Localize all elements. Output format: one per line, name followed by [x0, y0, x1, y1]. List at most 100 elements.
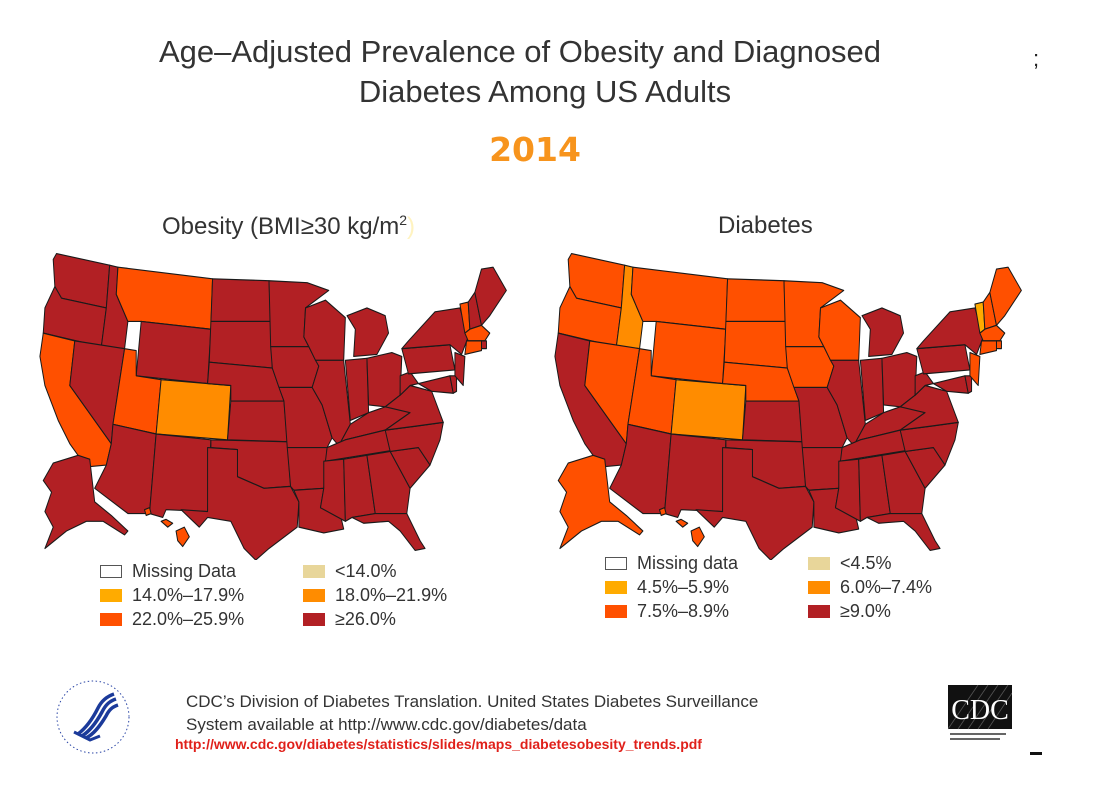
state-nd [210, 278, 272, 323]
state-ms [834, 458, 861, 522]
legend-label: 18.0%–21.9% [335, 584, 448, 605]
legend-item-c5: ≥9.0% [808, 600, 891, 622]
state-ct [464, 340, 482, 356]
legend-item-c4: 7.5%–8.9% [605, 600, 729, 622]
state-pa [401, 344, 456, 375]
state-mi [861, 307, 905, 357]
legend-swatch [605, 604, 627, 618]
state-nj [454, 351, 466, 387]
state-il [311, 359, 351, 447]
legend-item-c3: 6.0%–7.4% [808, 576, 932, 598]
legend-label: 7.5%–8.9% [637, 600, 730, 621]
legend-item-c3: 18.0%–21.9% [303, 584, 447, 606]
obesity-map-title: Obesity (BMI≥30 kg/m2) [162, 212, 415, 241]
legend-item-c5: ≥26.0% [303, 608, 396, 630]
legend-label: Missing Data [132, 560, 237, 581]
source-line-1: CDC’s Division of Diabetes Translation. … [186, 692, 759, 711]
legend-swatch [808, 556, 830, 570]
stray-glyph: ; [1033, 46, 1040, 71]
legend-swatch [808, 580, 830, 594]
state-tx [695, 446, 815, 560]
state-pa [916, 344, 971, 375]
state-ga [881, 450, 926, 515]
legend-swatch [100, 564, 122, 578]
state-wy [650, 320, 727, 385]
state-ri [480, 340, 487, 350]
legend-swatch [303, 588, 325, 602]
source-line-2: System available at http://www.cdc.gov/d… [186, 715, 587, 734]
diabetes-map [554, 252, 1022, 560]
legend-item-missing: Missing Data [100, 560, 236, 582]
state-sd [208, 320, 273, 369]
state-nm [663, 433, 727, 519]
legend-item-c1: <14.0% [303, 560, 397, 582]
state-fl [351, 512, 426, 551]
state-ri [995, 340, 1002, 350]
legend-swatch [100, 612, 122, 626]
legend-swatch [303, 612, 325, 626]
state-ks [227, 400, 288, 443]
obesity-title-close: ) [407, 213, 416, 240]
state-ny [916, 307, 984, 356]
legend-label: 6.0%–7.4% [840, 576, 933, 597]
state-de [449, 375, 458, 394]
state-hi [659, 507, 705, 548]
state-wy [135, 320, 212, 385]
state-hi [144, 507, 190, 548]
legend-label: 14.0%–17.9% [132, 584, 245, 605]
source-link[interactable]: http://www.cdc.gov/diabetes/statistics/s… [175, 736, 702, 752]
obesity-title-sup: 2 [399, 212, 408, 228]
title-line-1: Age–Adjusted Prevalence of Obesity and D… [158, 34, 882, 69]
obesity-map [39, 252, 507, 560]
legend-swatch [808, 604, 830, 618]
legend-swatch [303, 564, 325, 578]
legend-item-missing: Missing data [605, 552, 738, 574]
legend-item-c2: 14.0%–17.9% [100, 584, 244, 606]
state-co [670, 379, 747, 441]
state-ar [286, 446, 328, 491]
state-co [155, 379, 232, 441]
state-mt [630, 266, 729, 330]
cdc-logo-icon: CDC [948, 685, 1012, 740]
legend-swatch [100, 588, 122, 602]
legend-label: ≥26.0% [335, 608, 396, 629]
legend-label: Missing data [637, 552, 739, 573]
state-ga [366, 450, 411, 515]
source-text: CDC’s Division of Diabetes Translation. … [186, 690, 758, 736]
state-mt [115, 266, 214, 330]
hhs-logo-icon [56, 680, 130, 754]
year-label: 2014 [489, 130, 581, 169]
state-tx [180, 446, 300, 560]
cdc-logo-text: CDC [951, 695, 1009, 726]
legend-label: <14.0% [335, 560, 397, 581]
legend-item-c2: 4.5%–5.9% [605, 576, 729, 598]
state-nj [969, 351, 981, 387]
state-me [989, 266, 1022, 326]
obesity-title-text: Obesity (BMI≥30 kg/m [162, 213, 400, 240]
legend-label: 22.0%–25.9% [132, 608, 245, 629]
state-ar [801, 446, 843, 491]
state-ct [979, 340, 997, 356]
legend-swatch [605, 580, 627, 594]
diabetes-map-title: Diabetes [718, 212, 813, 239]
page-title: Age–Adjusted Prevalence of Obesity and D… [0, 32, 1100, 112]
state-ny [401, 307, 469, 356]
state-ak [557, 454, 644, 550]
title-line-2: Diabetes Among US Adults [358, 74, 732, 109]
state-nd [725, 278, 787, 323]
legend-label: 4.5%–5.9% [637, 576, 730, 597]
state-ak [42, 454, 129, 550]
legend-label: <4.5% [840, 552, 892, 573]
state-me [474, 266, 507, 326]
legend-item-c4: 22.0%–25.9% [100, 608, 244, 630]
legend-item-c1: <4.5% [808, 552, 892, 574]
diabetes-legend: Missing data <4.5% 4.5%–5.9% 6.0%–7.4% 7.5%–… [605, 552, 1005, 632]
state-il [826, 359, 866, 447]
state-de [964, 375, 973, 394]
state-fl [866, 512, 941, 551]
state-ms [319, 458, 346, 522]
dash-mark [1030, 752, 1042, 755]
legend-swatch [605, 556, 627, 570]
state-sd [723, 320, 788, 369]
state-mi [346, 307, 390, 357]
